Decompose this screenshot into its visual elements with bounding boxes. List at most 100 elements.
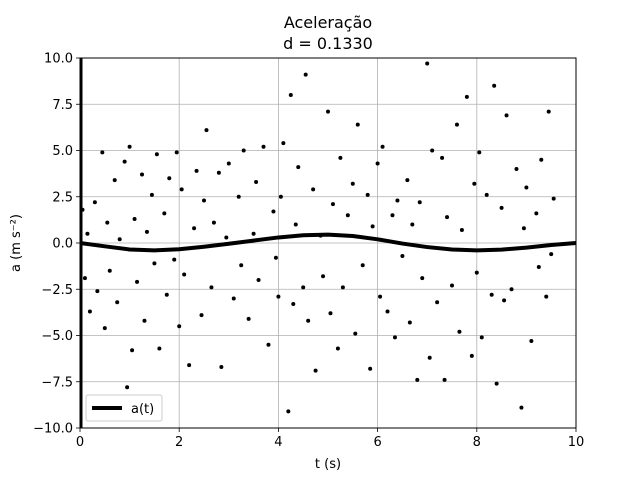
data-point (174, 150, 179, 155)
x-axis-label: t (s) (315, 457, 341, 472)
data-point (504, 113, 509, 118)
y-tick-label: −5.0 (41, 329, 73, 344)
data-point (499, 205, 504, 210)
data-point (425, 61, 430, 66)
data-point (192, 226, 197, 231)
data-point (392, 335, 397, 340)
data-point (273, 255, 278, 260)
data-point (509, 287, 514, 292)
data-point (194, 168, 199, 173)
data-point (172, 257, 177, 262)
data-point (338, 155, 343, 160)
data-point (107, 268, 112, 273)
data-point (112, 178, 117, 183)
y-tick-label: 10.0 (44, 52, 73, 67)
data-point (281, 141, 286, 146)
data-point (117, 237, 122, 242)
data-point (536, 265, 541, 270)
data-point (219, 364, 224, 369)
data-point (152, 261, 157, 266)
data-point (440, 155, 445, 160)
y-tick-label: −2.5 (41, 283, 73, 298)
data-point (365, 192, 370, 197)
data-point (167, 176, 172, 181)
legend-box (85, 394, 163, 422)
data-point (400, 253, 405, 258)
data-point (256, 278, 261, 282)
axis-ticks: 0 2 4 6 8 10 −10.0 −7.5 −5.0 −2.5 0.0 2.5 5.0 7.5 10.0 (33, 52, 584, 451)
series-line-a-t (79, 232, 577, 253)
data-point (459, 228, 464, 233)
y-tick-label: −7.5 (41, 375, 73, 390)
data-point (407, 320, 412, 325)
data-point (102, 326, 107, 331)
data-point (378, 294, 383, 299)
data-point (326, 109, 330, 114)
data-point (303, 72, 308, 77)
data-point (477, 150, 482, 155)
data-point (154, 152, 159, 157)
data-point (132, 216, 137, 221)
data-point (395, 198, 400, 203)
data-point (415, 377, 420, 382)
data-point (177, 324, 182, 329)
data-point (306, 318, 311, 323)
data-point (454, 122, 459, 127)
data-point (87, 309, 92, 314)
y-tick-label: 0.0 (52, 237, 73, 252)
data-point (105, 220, 110, 225)
data-point (157, 346, 162, 351)
data-point (140, 172, 144, 177)
y-tick-label: −10.0 (33, 422, 73, 437)
data-point (254, 179, 259, 184)
data-point (375, 161, 380, 166)
y-tick-label: 5.0 (52, 144, 73, 159)
data-point (479, 335, 484, 340)
data-point (288, 93, 293, 97)
legend: a(t) (85, 394, 163, 422)
data-point (489, 292, 494, 297)
data-point (144, 229, 149, 234)
data-point (286, 409, 291, 414)
y-tick-label: 7.5 (52, 98, 73, 113)
data-point (313, 368, 318, 373)
data-point (301, 285, 306, 290)
data-point (385, 309, 390, 314)
data-point (328, 311, 333, 316)
data-point (293, 222, 298, 227)
data-point (539, 157, 544, 162)
data-point (355, 122, 360, 127)
data-point (484, 192, 489, 197)
data-point (135, 279, 140, 284)
data-point (162, 211, 167, 216)
data-point (130, 348, 135, 353)
data-point (390, 213, 395, 218)
data-point (335, 346, 340, 351)
data-point (216, 170, 221, 175)
legend-label-a-t: a(t) (131, 402, 154, 417)
data-point (420, 276, 425, 281)
data-point (179, 187, 184, 192)
data-point (353, 331, 358, 336)
data-point (529, 339, 534, 344)
data-point (370, 224, 375, 229)
data-point (492, 83, 497, 88)
data-point (474, 270, 479, 275)
data-point (164, 292, 169, 297)
data-point (544, 294, 549, 299)
data-point (340, 285, 345, 290)
data-point (350, 181, 355, 186)
data-point (251, 231, 256, 236)
data-point (211, 220, 216, 225)
data-point (271, 209, 276, 214)
data-point (494, 381, 499, 386)
data-point (122, 159, 127, 164)
data-point (224, 235, 229, 240)
data-point (551, 196, 556, 201)
data-point (202, 198, 206, 203)
y-tick-label: 2.5 (52, 190, 73, 205)
data-point (291, 302, 296, 307)
data-point (296, 165, 301, 170)
data-point (464, 94, 469, 99)
x-tick-label: 4 (274, 435, 282, 450)
